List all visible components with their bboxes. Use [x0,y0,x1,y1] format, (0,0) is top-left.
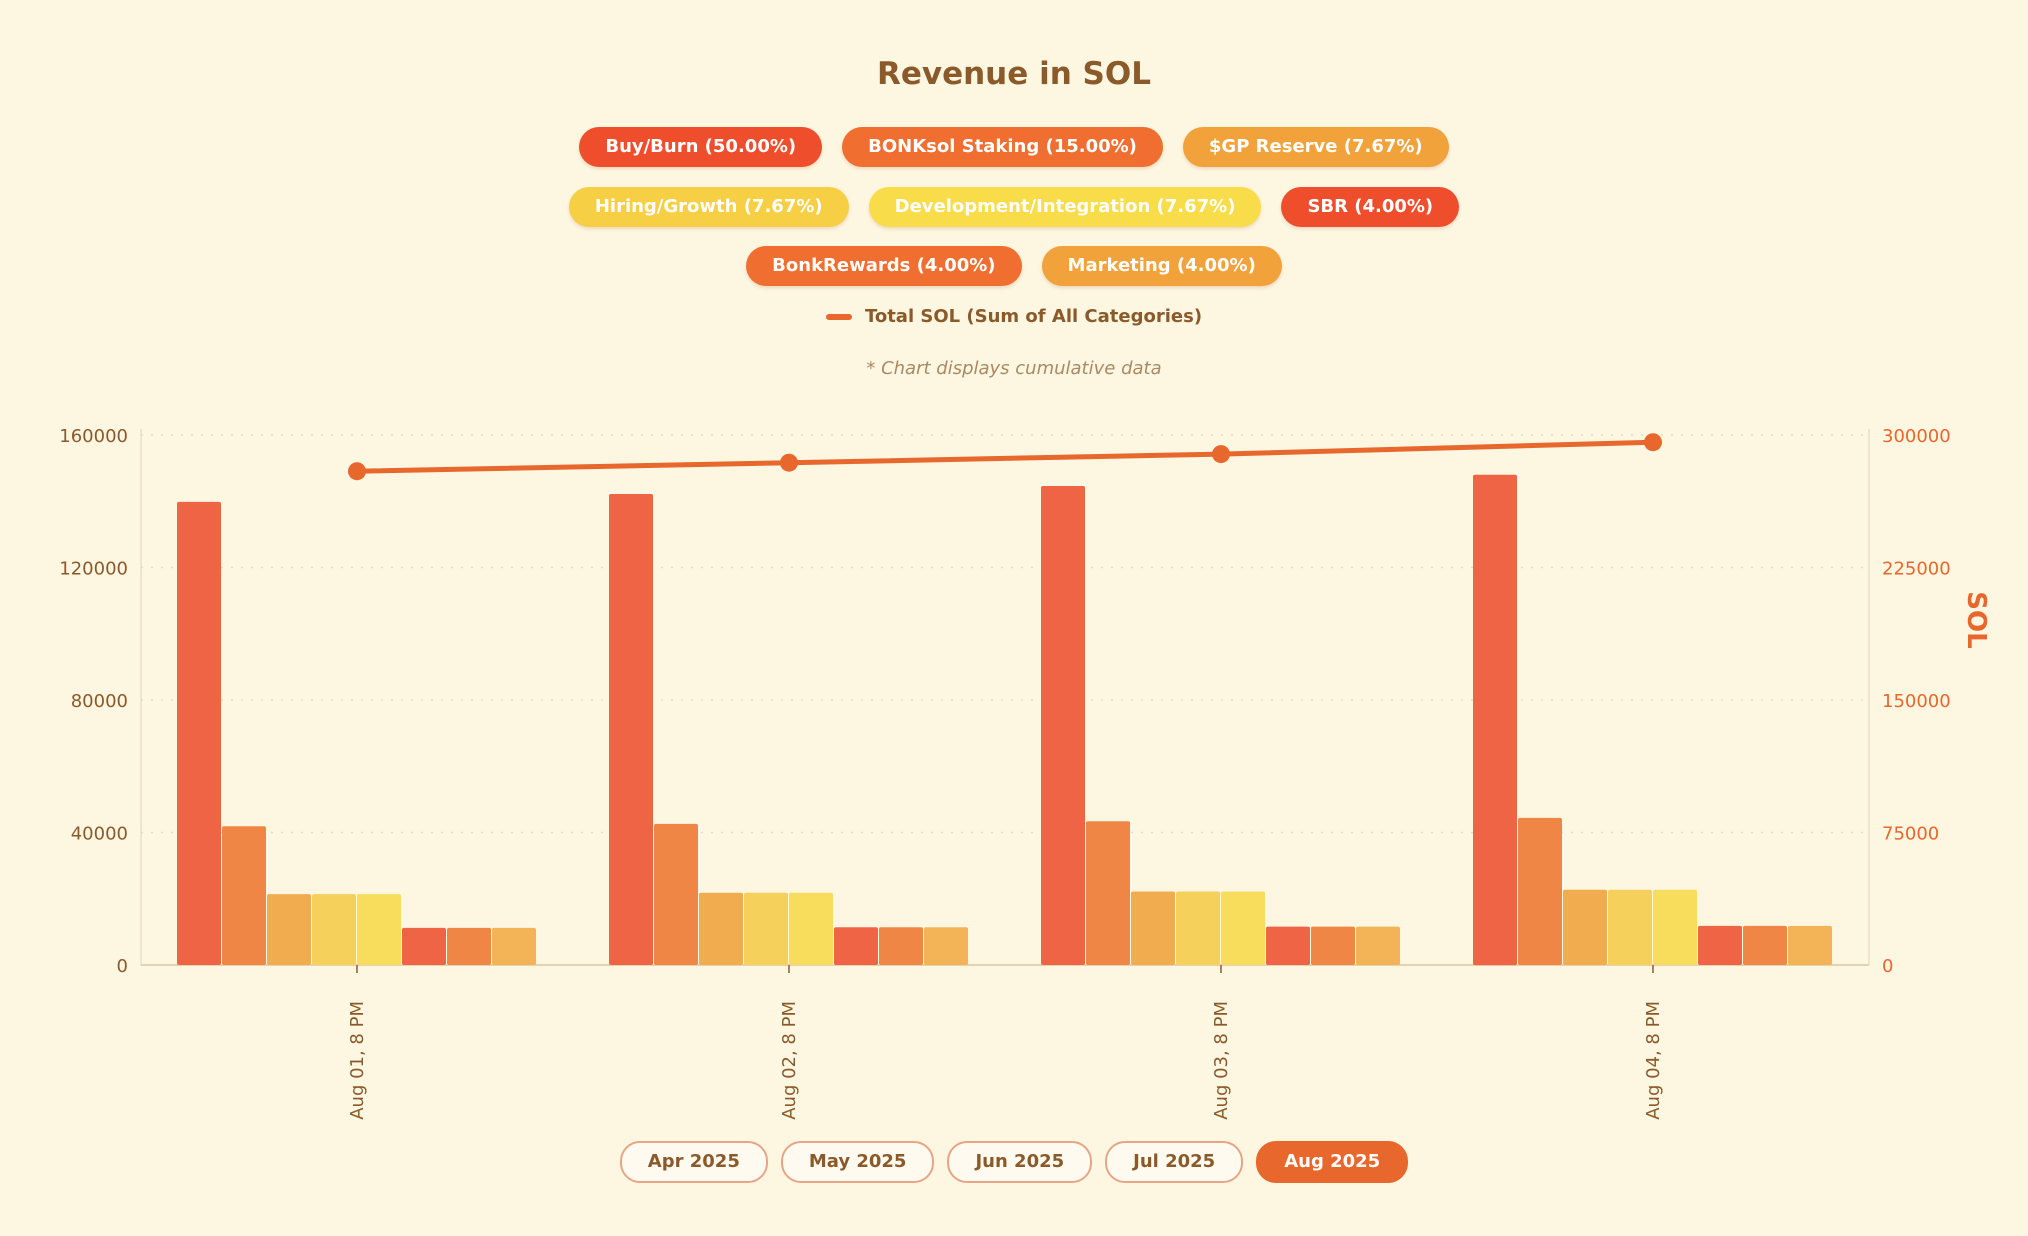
bar [1311,926,1355,965]
bar [1221,891,1265,965]
y-left-tick-label: 120000 [59,559,128,580]
legend-item[interactable]: Buy/Burn (50.00%) [579,127,823,167]
total-line [356,439,1654,474]
y-right-tick-label: 300000 [1882,426,1951,447]
y-right-tick-label: 0 [1882,956,1893,977]
bar [1788,925,1832,965]
total-line-point [1644,433,1662,452]
legend-item[interactable]: Hiring/Growth (7.67%) [568,187,849,227]
bar [1041,486,1085,965]
period-tab[interactable]: Jul 2025 [1105,1141,1244,1183]
line-legend-item[interactable]: Total SOL (Sum of All Categories) [0,306,2028,327]
total-line-point [1212,445,1230,464]
period-tab[interactable]: Aug 2025 [1256,1141,1409,1183]
bar [924,927,968,965]
legend-item[interactable]: Marketing (4.00%) [1041,246,1282,286]
total-line-point [348,462,366,481]
legend-item[interactable]: Development/Integration (7.67%) [868,187,1262,227]
bar [1473,474,1517,966]
bar [312,894,356,965]
bar [1176,891,1220,965]
bar [879,927,923,965]
period-tabs: Apr 2025 May 2025 Jun 2025 Jul 2025 Aug 2025 [0,1141,2028,1183]
bar [744,892,788,965]
bar [1653,889,1697,965]
bar [1518,817,1562,965]
y-right-axis-label: SOL [1961,591,1991,648]
line-legend-label: Total SOL (Sum of All Categories) [864,306,1203,327]
bar [1608,889,1652,965]
bar [447,927,491,965]
bar [267,894,311,965]
period-tab[interactable]: Jun 2025 [947,1141,1093,1183]
bar [654,823,698,965]
y-left-tick-label: 0 [117,956,128,977]
bar [1743,925,1787,965]
legend-row: BonkRewards (4.00%) Marketing (4.00%) [0,246,2028,286]
y-left-tick-label: 80000 [71,691,128,712]
legend-item[interactable]: BONKsol Staking (15.00%) [842,127,1163,167]
x-tick-label: Aug 04, 8 PM [1643,1001,1664,1120]
bar [177,501,221,965]
bar [492,927,536,965]
period-tab[interactable]: May 2025 [780,1141,935,1183]
bar [609,494,653,965]
bar [222,826,266,965]
chart-title: Revenue in SOL [876,56,1151,92]
bar [789,892,833,965]
line-legend-swatch [825,313,852,320]
total-line-point [780,453,798,472]
bar [1563,889,1607,965]
legend-item[interactable]: SBR (4.00%) [1281,187,1460,227]
bar [1266,926,1310,965]
bar [1086,821,1130,965]
bar [1698,925,1742,965]
period-tab[interactable]: Apr 2025 [619,1141,768,1183]
legend-row: Buy/Burn (50.00%) BONKsol Staking (15.00%… [0,127,2028,167]
y-left-tick-label: 160000 [59,426,128,447]
x-tick-label: Aug 03, 8 PM [1211,1001,1232,1120]
bar [1131,891,1175,965]
y-right-tick-label: 225000 [1882,559,1951,580]
y-right-tick-label: 150000 [1882,691,1951,712]
bar [834,927,878,965]
legend-item[interactable]: BonkRewards (4.00%) [746,246,1022,286]
legend-row: Hiring/Growth (7.67%) Development/Integra… [0,187,2028,227]
cumulative-note: * Chart displays cumulative data [866,358,1162,379]
bar [402,927,446,965]
x-tick-label: Aug 01, 8 PM [347,1001,368,1120]
bar [699,892,743,965]
bar [1356,926,1400,965]
y-left-tick-label: 40000 [71,824,128,845]
x-tick-label: Aug 02, 8 PM [779,1001,800,1120]
bar [357,894,401,965]
legend-item[interactable]: $GP Reserve (7.67%) [1182,127,1449,167]
y-right-tick-label: 75000 [1882,824,1939,845]
